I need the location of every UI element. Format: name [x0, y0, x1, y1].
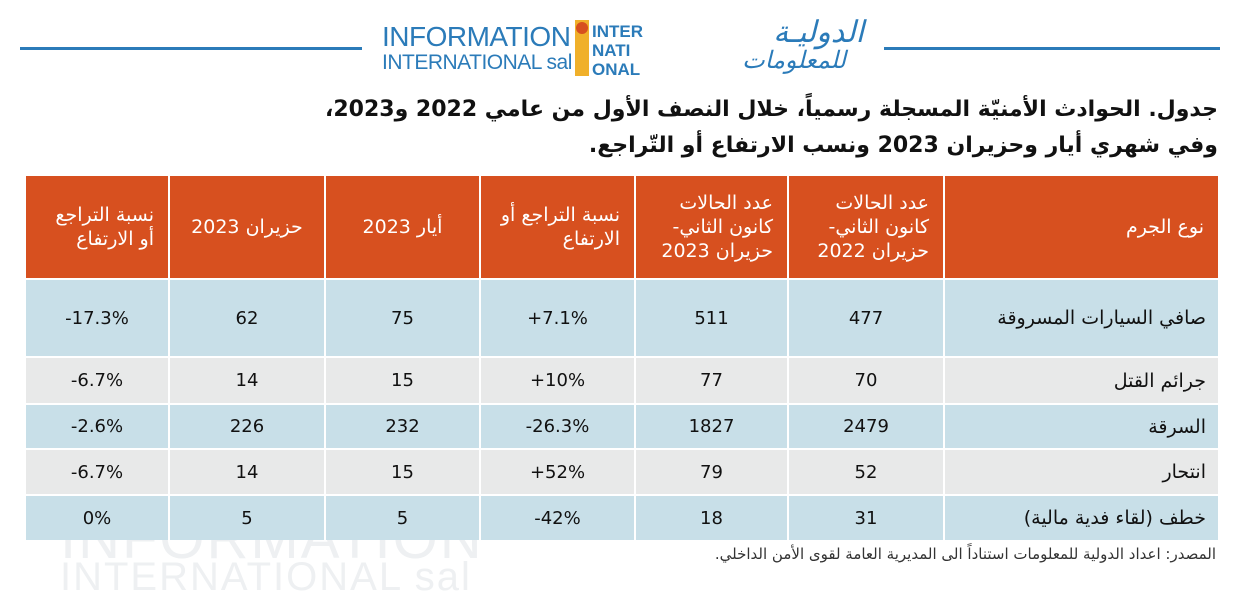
table-title: جدول. الحوادث الأمنيّة المسجلة رسمياً، خ…	[218, 92, 1218, 164]
cell-june-2023: 14	[168, 448, 325, 495]
cell-may-2023: 15	[324, 356, 480, 404]
col-header-may-2023: أيار 2023	[324, 176, 480, 279]
cell-may-2023: 75	[324, 278, 480, 357]
cell-crime: انتحار	[943, 448, 1218, 495]
title-line-2: وفي شهري أيار وحزيران 2023 ونسب الارتفاع…	[588, 133, 1218, 158]
header-rule-left	[20, 47, 362, 50]
cell-june-2023: 62	[168, 278, 325, 357]
cell-change-h1: -26.3%	[479, 403, 635, 449]
col-header-june-2023: حزيران 2023	[168, 176, 325, 279]
logo-english-line1: INFORMATION	[382, 21, 571, 52]
cell-h1-2022: 52	[787, 448, 944, 495]
security-incidents-table: نوع الجرم عدد الحالات كانون الثاني- حزير…	[26, 176, 1218, 540]
cell-june-2023: 226	[168, 403, 325, 449]
logo-arabic-line1: الدوليـة	[773, 15, 864, 50]
table-row: صافي السيارات المسروقة 477 511 +7.1% 75 …	[26, 278, 1218, 357]
cell-june-2023: 14	[168, 356, 325, 404]
cell-crime: جرائم القتل	[943, 356, 1218, 404]
cell-change-month: 0%	[26, 494, 169, 540]
cell-crime: صافي السيارات المسروقة	[943, 278, 1218, 357]
watermark-logo-text: INTERNATIONAL sal	[60, 555, 472, 599]
cell-may-2023: 5	[324, 494, 480, 540]
cell-h1-2023: 18	[634, 494, 788, 540]
cell-h1-2023: 77	[634, 356, 788, 404]
cell-june-2023: 5	[168, 494, 325, 540]
cell-change-month: -6.7%	[26, 448, 169, 495]
cell-h1-2023: 79	[634, 448, 788, 495]
col-header-change-month: نسبة التراجع أو الارتفاع	[26, 176, 169, 279]
cell-h1-2022: 2479	[787, 403, 944, 449]
title-line-1: جدول. الحوادث الأمنيّة المسجلة رسمياً، خ…	[324, 97, 1218, 122]
table-row: خطف (لقاء فدية مالية) 31 18 -42% 5 5 0%	[26, 494, 1218, 540]
col-header-h1-2022: عدد الحالات كانون الثاني- حزيران 2022	[787, 176, 944, 279]
information-international-logo: INFORMATION INTERNATIONAL sal INTER NATI…	[382, 18, 864, 78]
cell-crime: السرقة	[943, 403, 1218, 449]
cell-h1-2022: 31	[787, 494, 944, 540]
logo-mark-line1: INTER	[592, 22, 643, 41]
cell-change-month: -2.6%	[26, 403, 169, 449]
cell-h1-2023: 511	[634, 278, 788, 357]
col-header-change-h1: نسبة التراجع أو الارتفاع	[479, 176, 635, 279]
logo-arabic-line2: للمعلومات	[742, 46, 846, 74]
logo-mark-icon: INTER NATI ONAL	[575, 20, 643, 76]
logo-english-line2: INTERNATIONAL sal	[382, 51, 572, 74]
cell-h1-2023: 1827	[634, 403, 788, 449]
source-note: المصدر: اعداد الدولية للمعلومات استناداً…	[714, 545, 1216, 563]
cell-h1-2022: 477	[787, 278, 944, 357]
col-header-h1-2023: عدد الحالات كانون الثاني- حزيران 2023	[634, 176, 788, 279]
cell-crime: خطف (لقاء فدية مالية)	[943, 494, 1218, 540]
cell-change-h1: +52%	[479, 448, 635, 495]
cell-change-h1: +10%	[479, 356, 635, 404]
logo-mark-line3: ONAL	[592, 60, 640, 76]
col-header-crime-type: نوع الجرم	[943, 176, 1218, 279]
header-rule-right	[884, 47, 1220, 50]
logo-mark-line2: NATI	[592, 41, 630, 60]
cell-may-2023: 15	[324, 448, 480, 495]
cell-change-h1: +7.1%	[479, 278, 635, 357]
cell-change-month: -17.3%	[26, 278, 169, 357]
table-header-row: نوع الجرم عدد الحالات كانون الثاني- حزير…	[26, 176, 1218, 279]
cell-h1-2022: 70	[787, 356, 944, 404]
table-row: جرائم القتل 70 77 +10% 15 14 -6.7%	[26, 356, 1218, 404]
cell-change-month: -6.7%	[26, 356, 169, 404]
table-row: السرقة 2479 1827 -26.3% 232 226 -2.6%	[26, 403, 1218, 449]
cell-may-2023: 232	[324, 403, 480, 449]
cell-change-h1: -42%	[479, 494, 635, 540]
table-row: انتحار 52 79 +52% 15 14 -6.7%	[26, 448, 1218, 495]
